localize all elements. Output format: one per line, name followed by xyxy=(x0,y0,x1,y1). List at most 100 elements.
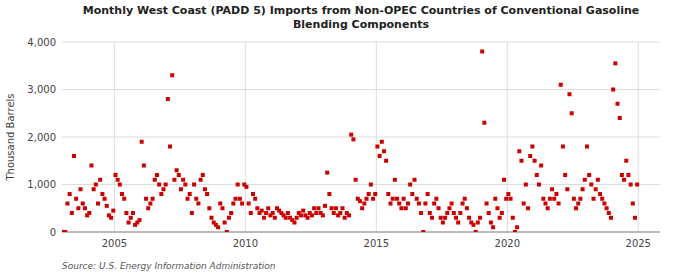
point xyxy=(273,216,277,220)
point xyxy=(199,178,203,182)
point xyxy=(271,211,275,215)
point xyxy=(426,192,430,196)
point xyxy=(434,197,438,201)
point xyxy=(332,211,336,215)
point xyxy=(234,197,238,201)
point xyxy=(118,183,122,187)
point xyxy=(539,164,543,168)
point xyxy=(316,206,320,210)
point xyxy=(620,173,624,177)
point xyxy=(581,187,585,191)
point xyxy=(310,213,314,217)
point xyxy=(142,164,146,168)
point xyxy=(495,206,499,210)
y-tick-label: 3,000 xyxy=(27,84,56,95)
point xyxy=(419,211,423,215)
point xyxy=(602,202,606,206)
point xyxy=(63,230,67,232)
point xyxy=(382,149,386,153)
point xyxy=(74,197,78,201)
point xyxy=(550,187,554,191)
point xyxy=(546,206,550,210)
point xyxy=(365,197,369,201)
y-grid-line xyxy=(62,89,660,90)
y-grid-line xyxy=(62,42,660,43)
point xyxy=(220,206,224,210)
point xyxy=(225,230,229,232)
point xyxy=(216,225,220,229)
point xyxy=(81,202,85,206)
point xyxy=(526,206,530,210)
point xyxy=(330,206,334,210)
point xyxy=(561,145,565,149)
x-grid-line xyxy=(638,42,639,232)
point xyxy=(605,206,609,210)
point xyxy=(162,187,166,191)
point xyxy=(574,206,578,210)
point xyxy=(557,202,561,206)
point xyxy=(515,225,519,229)
point xyxy=(613,61,617,65)
point xyxy=(465,206,469,210)
point xyxy=(452,211,456,215)
point xyxy=(629,183,633,187)
point xyxy=(179,187,183,191)
point xyxy=(227,216,231,220)
point xyxy=(323,204,327,208)
point xyxy=(491,225,495,229)
point xyxy=(543,202,547,206)
point xyxy=(530,145,534,149)
x-tick-label: 2015 xyxy=(364,238,389,249)
point xyxy=(98,178,102,182)
point xyxy=(286,211,290,215)
point xyxy=(295,216,299,220)
point xyxy=(251,192,255,196)
point xyxy=(454,216,458,220)
point xyxy=(616,102,620,106)
point xyxy=(201,173,205,177)
point xyxy=(244,185,248,189)
point xyxy=(404,206,408,210)
point xyxy=(340,206,344,210)
point xyxy=(144,197,148,201)
point xyxy=(266,206,270,210)
point xyxy=(120,192,124,196)
point xyxy=(402,197,406,201)
point xyxy=(600,197,604,201)
x-grid-line xyxy=(245,42,246,232)
point xyxy=(264,211,268,215)
point xyxy=(255,206,259,210)
point xyxy=(537,183,541,187)
point xyxy=(373,192,377,196)
point xyxy=(371,197,375,201)
point xyxy=(94,183,98,187)
point xyxy=(157,183,161,187)
x-grid-line xyxy=(507,42,508,232)
x-tick-label: 2025 xyxy=(626,238,651,249)
point xyxy=(437,206,441,210)
point xyxy=(65,202,69,206)
x-axis-line xyxy=(62,232,660,233)
point xyxy=(559,83,563,87)
point xyxy=(622,178,626,182)
point xyxy=(408,183,412,187)
y-grid-line xyxy=(62,184,660,185)
point xyxy=(306,216,310,220)
source: Source: U.S. Energy Information Administ… xyxy=(62,261,276,271)
point xyxy=(589,183,593,187)
point xyxy=(552,197,556,201)
x-tick-label: 2005 xyxy=(102,238,127,249)
point xyxy=(500,211,504,215)
point xyxy=(498,216,502,220)
point xyxy=(415,197,419,201)
point xyxy=(116,178,120,182)
point xyxy=(609,216,613,220)
point xyxy=(146,206,150,210)
point xyxy=(172,178,176,182)
point xyxy=(585,145,589,149)
point xyxy=(168,145,172,149)
point xyxy=(511,216,515,220)
point xyxy=(626,173,630,177)
point xyxy=(548,197,552,201)
point xyxy=(461,202,465,206)
